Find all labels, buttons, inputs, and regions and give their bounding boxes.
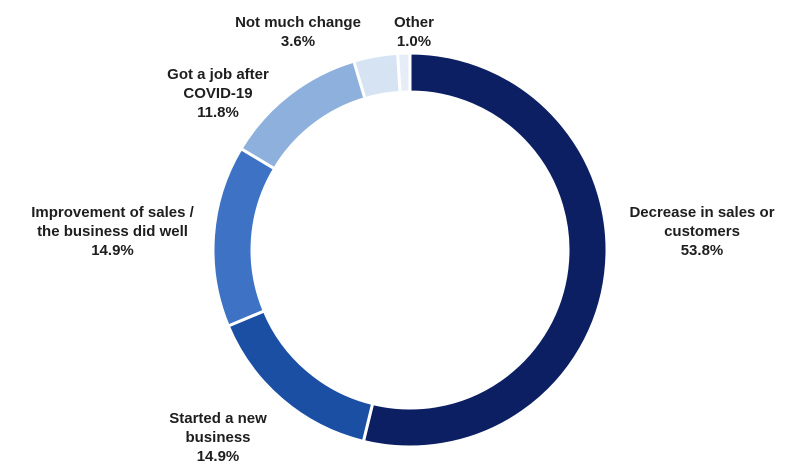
label-decrease-line-1: Decrease in sales or	[629, 204, 775, 221]
value-started: 14.9%	[196, 448, 240, 465]
label-got-a-job: Got a job after COVID-19 11.8%	[143, 65, 293, 122]
value-job: 11.8%	[197, 104, 239, 121]
label-started-line-1: Started a new	[169, 410, 267, 427]
slice-other	[396, 51, 412, 94]
label-not-much-change-line-1: Not much change	[235, 14, 361, 31]
slice-decrease	[361, 51, 609, 449]
value-not-much-change: 3.6%	[280, 33, 316, 50]
label-other: Other 1.0%	[382, 13, 446, 51]
label-improvement-of-sales: Improvement of sales / the business did …	[0, 203, 225, 260]
label-improvement-line-1: Improvement of sales /	[31, 204, 194, 221]
label-other-line-1: Other	[393, 14, 434, 31]
label-started-line-2: business	[185, 429, 251, 446]
label-decrease-in-sales: Decrease in sales or customers 53.8%	[622, 203, 782, 260]
label-improvement-line-2: the business did well	[37, 223, 188, 240]
label-started-new-business: Started a new business 14.9%	[143, 409, 293, 466]
label-decrease-line-2: customers	[664, 223, 740, 240]
value-improvement: 14.9%	[91, 242, 134, 259]
value-decrease: 53.8%	[680, 242, 724, 259]
value-other: 1.0%	[396, 33, 432, 50]
label-job-line-2: COVID-19	[183, 85, 253, 102]
label-not-much-change: Not much change 3.6%	[218, 13, 378, 51]
label-job-line-1: Got a job after	[167, 66, 269, 83]
